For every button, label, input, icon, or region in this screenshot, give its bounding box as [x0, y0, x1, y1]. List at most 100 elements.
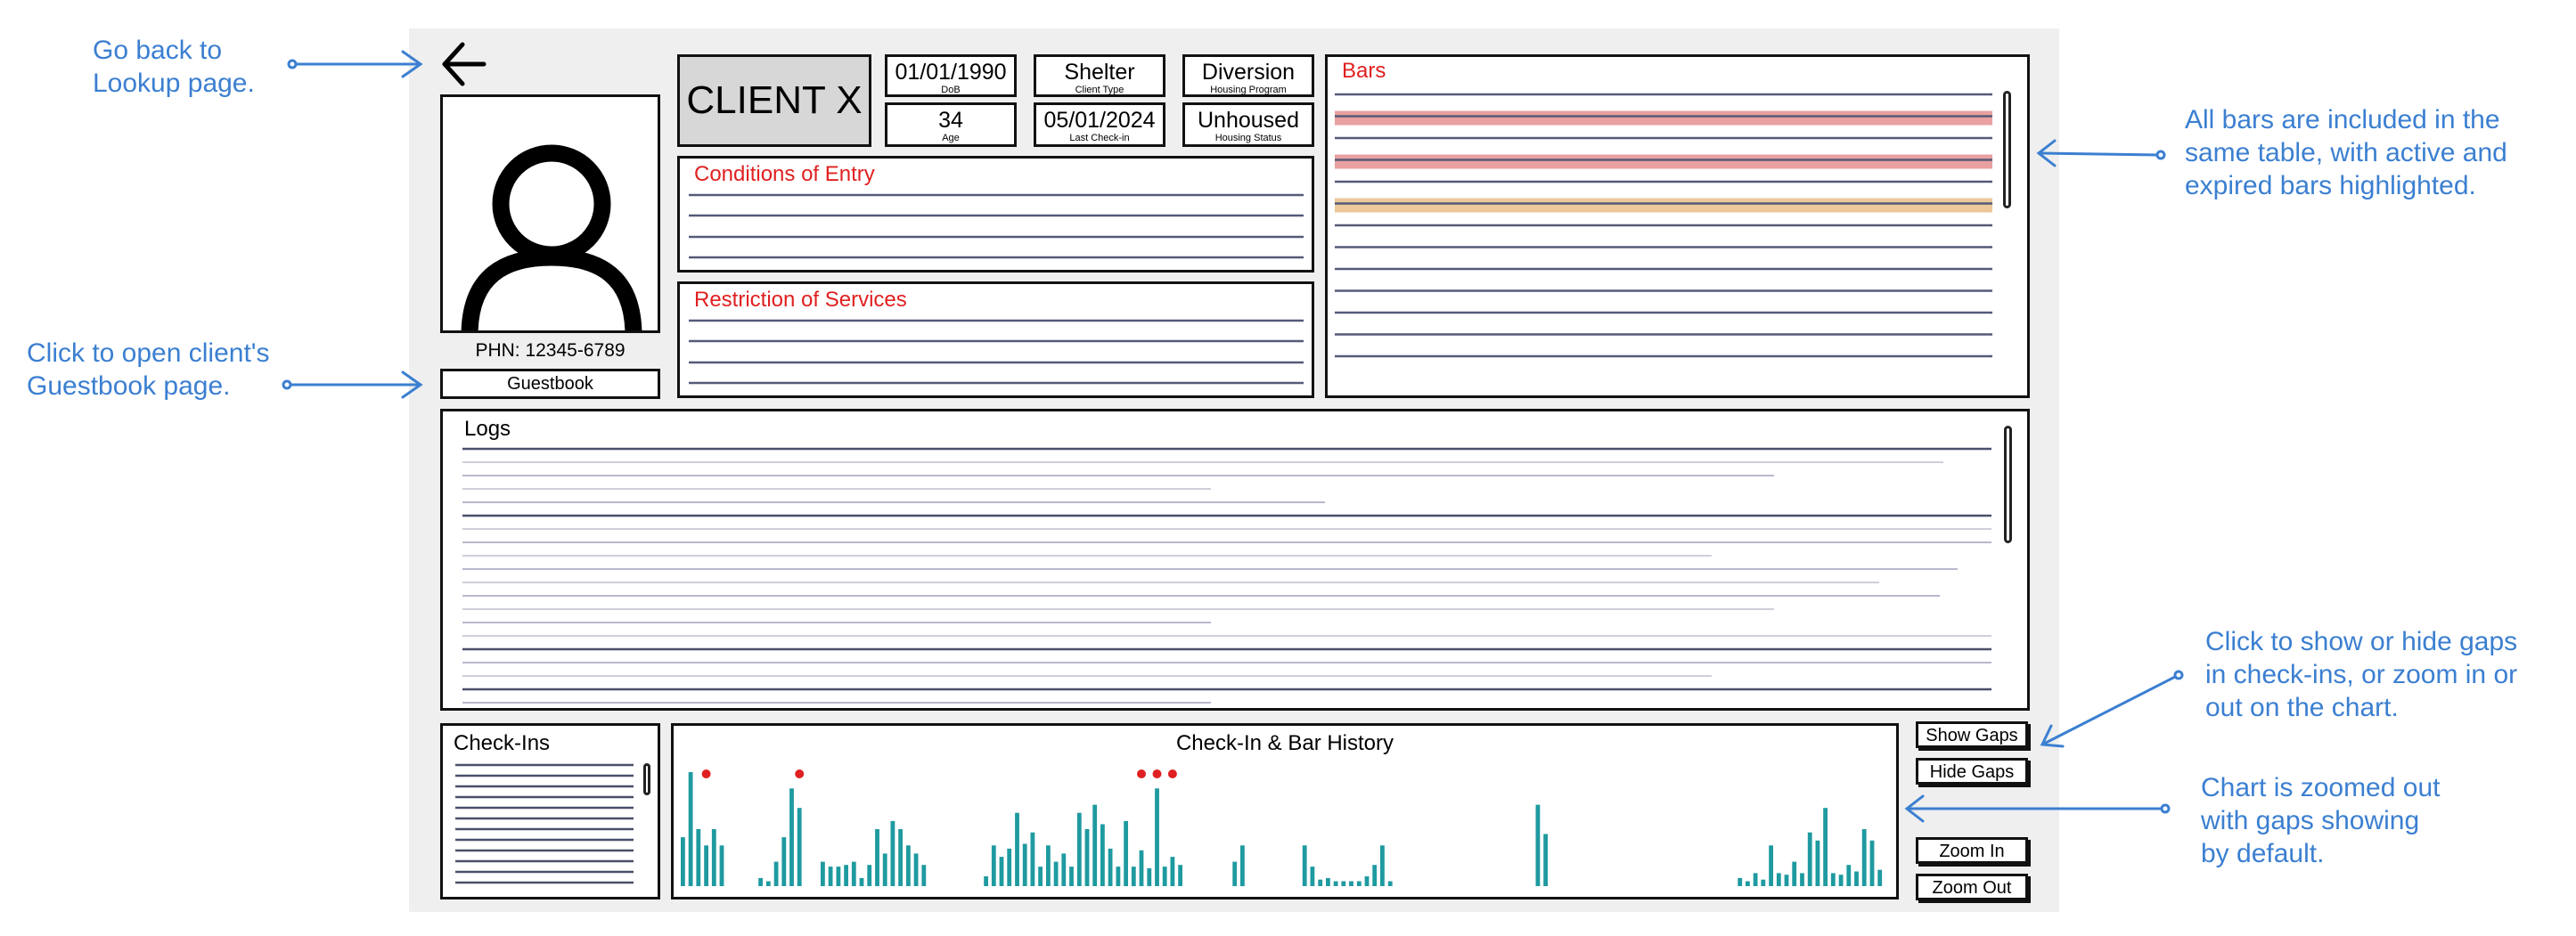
chart-bar: [1007, 848, 1012, 886]
chart-bar: [1030, 832, 1035, 886]
chart-bar: [765, 881, 771, 886]
age-field: 34 Age: [885, 102, 1017, 147]
chart-bar: [851, 861, 856, 886]
annotation-back: Go back to Lookup page.: [93, 36, 255, 98]
bar-event-marker: [701, 769, 711, 778]
back-button[interactable]: [438, 36, 495, 93]
chart-bar: [921, 865, 927, 886]
chart-bar: [867, 865, 872, 886]
chart-bar: [844, 865, 848, 886]
chart-bar: [773, 861, 779, 886]
chart-bar: [999, 857, 1004, 886]
restriction-lines: [689, 319, 1304, 385]
chart-bar: [1116, 867, 1121, 886]
housing-program-label: Housing Program: [1210, 85, 1287, 95]
chart-bar: [821, 861, 825, 886]
chart-bar: [991, 845, 996, 886]
dob-label: DoB: [941, 85, 961, 95]
chart-bar: [890, 820, 895, 886]
logs-panel: Logs: [440, 409, 2030, 711]
chart-bar: [828, 867, 833, 886]
chart-bar: [1155, 788, 1159, 886]
chart-bar: [1053, 861, 1059, 886]
chart-bar: [1769, 845, 1773, 886]
chart-bar: [859, 877, 864, 886]
chart-bar: [1147, 867, 1152, 886]
chart-bar: [1302, 845, 1307, 886]
chart-bar: [1800, 873, 1804, 886]
check-ins-lines: [455, 763, 634, 884]
check-ins-scrollbar[interactable]: [643, 763, 650, 795]
hide-gaps-button[interactable]: Hide Gaps: [1916, 758, 2028, 785]
chart-bar: [1356, 881, 1362, 886]
chart-bar: [781, 837, 787, 886]
zoom-out-button[interactable]: Zoom Out: [1916, 874, 2028, 900]
chart-bar: [681, 837, 685, 886]
chart-bar: [1333, 881, 1338, 886]
check-ins-title: Check-Ins: [454, 731, 551, 755]
housing-program-field: Diversion Housing Program: [1182, 54, 1314, 97]
chart-bar: [719, 845, 724, 886]
bars-table-panel: Bars: [1325, 54, 2030, 398]
bar-event-marker: [1137, 769, 1146, 778]
chart-bar: [1015, 812, 1019, 886]
phn-label: PHN: 12345-6789: [475, 340, 626, 361]
chart-bar: [1792, 861, 1797, 886]
active-bar-row-highlight: [1335, 154, 1992, 169]
last-checkin-field: 05/01/2024 Last Check-in: [1034, 102, 1165, 147]
chart-bar: [1846, 865, 1852, 886]
chart-bar: [1877, 869, 1883, 886]
zoom-in-button[interactable]: Zoom In: [1916, 837, 2028, 864]
check-ins-panel: Check-Ins: [440, 723, 660, 899]
arrow-left-icon: [442, 42, 487, 86]
chart-bar: [704, 845, 708, 886]
show-gaps-button[interactable]: Show Gaps: [1916, 721, 2028, 748]
chart-bar: [1784, 875, 1789, 886]
client-type-field: Shelter Client Type: [1034, 54, 1165, 97]
chart-bar: [1162, 867, 1167, 886]
chart-bar: [758, 877, 763, 886]
chart-bar: [1387, 881, 1393, 886]
chart-bar: [1046, 845, 1051, 886]
chart-bar: [1364, 876, 1370, 886]
chart-bar: [1124, 820, 1128, 886]
chart-bar: [906, 845, 911, 886]
chart-bar: [1100, 824, 1105, 886]
bar-event-marker: [1167, 769, 1177, 778]
chart-bar: [1823, 808, 1828, 886]
logs-title: Logs: [464, 417, 511, 441]
guestbook-button[interactable]: Guestbook: [440, 369, 660, 399]
chart-bar: [1061, 853, 1067, 886]
bar-event-marker: [1152, 769, 1162, 778]
chart-bar: [711, 829, 716, 886]
chart-bar: [1178, 865, 1182, 886]
chart-bar: [1815, 840, 1820, 886]
last-checkin-label: Last Check-in: [1069, 133, 1130, 143]
bars-scrollbar[interactable]: [2003, 91, 2011, 208]
housing-status-field: Unhoused Housing Status: [1182, 102, 1314, 147]
chart-bar: [696, 829, 701, 886]
housing-program-value: Diversion: [1201, 60, 1296, 85]
housing-status-value: Unhoused: [1198, 108, 1299, 133]
chart-bar: [1380, 845, 1385, 886]
chart-bar: [1232, 861, 1238, 886]
log-lines: [462, 447, 1991, 704]
chart-bar: [1092, 804, 1098, 886]
housing-status-label: Housing Status: [1214, 133, 1282, 143]
age-value: 34: [938, 108, 963, 133]
chart-bar: [1746, 881, 1750, 886]
chart-bar: [1084, 829, 1090, 886]
dob-value: 01/01/1990: [895, 60, 1007, 85]
chart-bar: [1341, 881, 1346, 886]
chart-bar: [1310, 867, 1315, 886]
chart-bar: [1830, 873, 1836, 886]
annotation-zoom: Chart is zoomed out with gaps showing by…: [2201, 773, 2441, 868]
client-name-text: CLIENT X: [686, 78, 863, 122]
chart-bar: [797, 808, 802, 886]
restriction-of-services-title: Restriction of Services: [694, 288, 907, 312]
logs-scrollbar[interactable]: [2004, 426, 2012, 543]
chart-bar: [875, 829, 879, 886]
chart-bar: [1761, 879, 1766, 886]
chart-bar: [1854, 871, 1859, 886]
chart-bar: [1069, 867, 1074, 886]
